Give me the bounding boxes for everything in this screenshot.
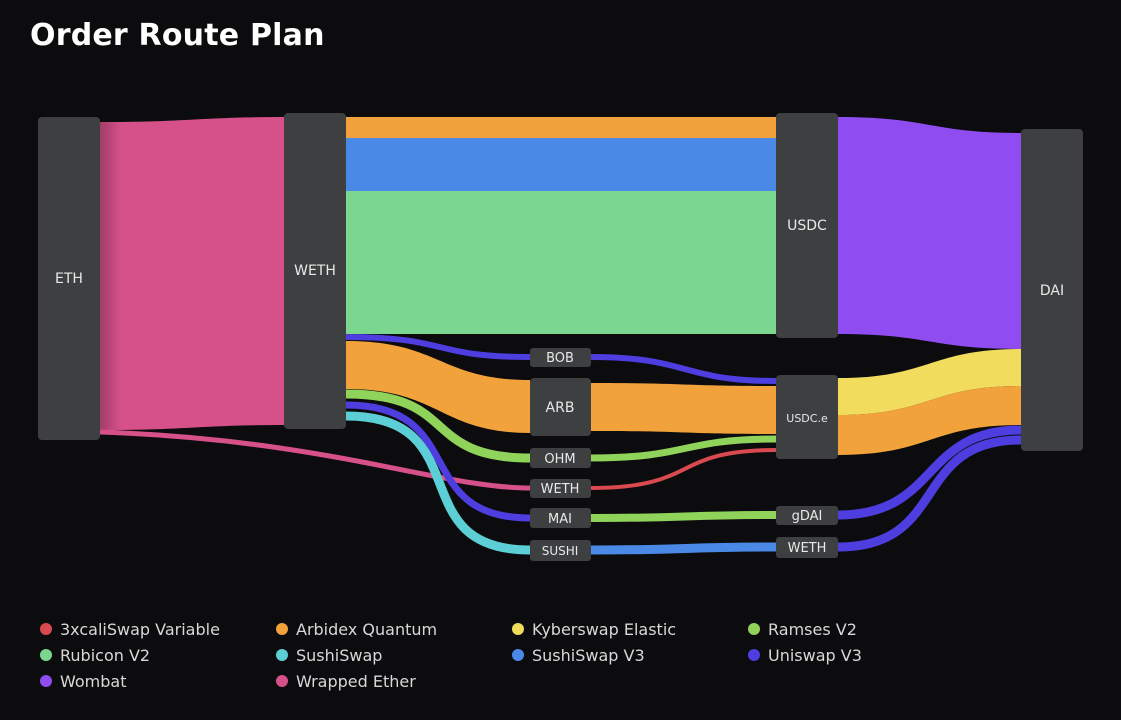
node-arb: ARB [530,378,591,436]
legend-dot-icon [748,649,760,661]
flow-weth-ohm [345,389,531,463]
node-gdai: gDAI [776,506,838,525]
legend-label: Uniswap V3 [768,645,862,665]
legend-dot-icon [40,675,52,687]
flow-wethmid-usdce [590,448,777,490]
legend: 3xcaliSwap Variable Arbidex Quantum Kybe… [40,618,1100,698]
node-usdce-label: USDC.e [786,412,828,425]
node-dai: DAI [1021,129,1083,451]
flow-ohm-usdce [590,435,777,462]
flow-mai-gdai [590,511,777,522]
node-mai-label: MAI [548,512,572,527]
legend-item: Ramses V2 [748,618,857,640]
flow-arb-usdce [591,383,776,434]
legend-dot-icon [748,623,760,635]
flow-bob-usdce [590,354,777,384]
node-ohm: OHM [530,448,591,468]
legend-label: Wrapped Ether [296,671,416,691]
node-weth-right: WETH [776,537,838,558]
legend-item: 3xcaliSwap Variable [40,618,220,640]
node-gdai-label: gDAI [792,509,823,524]
node-eth-label: ETH [55,271,83,287]
node-eth: ETH [38,117,100,440]
node-weth-mid: WETH [530,479,591,498]
legend-label: Arbidex Quantum [296,619,438,639]
legend-dot-icon [512,623,524,635]
flow-wethright-dai [837,435,1022,552]
flow-weth-sushi [345,411,531,555]
legend-label: Wombat [60,671,127,691]
flow-weth-bob [345,334,531,360]
node-sushi-label: SUSHI [542,544,579,558]
flow-usdce-dai-arbidex [838,386,1021,455]
legend-item: SushiSwap [276,644,382,666]
node-usdc: USDC [776,113,838,338]
page-title: Order Route Plan [30,18,325,53]
node-weth-mid-label: WETH [541,482,580,497]
legend-dot-icon [512,649,524,661]
legend-dot-icon [276,623,288,635]
node-mai: MAI [530,508,591,528]
flow-weth-usdc-sushiv3 [346,138,776,191]
node-dai-label: DAI [1040,283,1064,299]
legend-label: Rubicon V2 [60,645,151,665]
legend-label: Ramses V2 [768,619,857,639]
node-weth: WETH [284,113,346,429]
node-sushi: SUSHI [530,540,591,561]
legend-label: SushiSwap [296,645,383,665]
legend-dot-icon [276,675,288,687]
legend-dot-icon [40,649,52,661]
flow-weth-usdc-rubicon [346,191,776,334]
legend-dot-icon [276,649,288,661]
legend-label: 3xcaliSwap Variable [60,619,220,639]
node-usdce: USDC.e [776,375,838,459]
flow-weth-usdc-arbidex [346,117,776,138]
legend-label: Kyberswap Elastic [532,619,677,639]
flow-weth-mai [345,401,531,522]
legend-item: Uniswap V3 [748,644,862,666]
node-ohm-label: OHM [544,452,575,467]
node-bob-label: BOB [546,351,574,366]
legend-item: Arbidex Quantum [276,618,437,640]
node-usdc-label: USDC [787,218,827,234]
legend-dot-icon [40,623,52,635]
flow-weth-arb [346,341,530,433]
legend-item: Rubicon V2 [40,644,150,666]
flow-sushi-wethright [590,542,777,555]
legend-label: SushiSwap V3 [532,645,645,665]
node-bob: BOB [530,348,591,367]
flow-shade [100,122,170,430]
node-weth-right-label: WETH [788,541,827,556]
legend-item: Wombat [40,670,127,692]
flow-gdai-dai [837,425,1022,520]
legend-item: Wrapped Ether [276,670,416,692]
flow-usdce-dai-kyber [838,349,1021,415]
order-route-sankey: ETH WETH USDC DAI BOB ARB OHM WETH MAI S… [38,113,1083,561]
legend-item: SushiSwap V3 [512,644,645,666]
flow-eth-weth-mid [99,429,531,491]
node-weth-label: WETH [294,263,336,279]
legend-item: Kyberswap Elastic [512,618,676,640]
node-arb-label: ARB [546,400,575,416]
flow-usdc-dai [838,117,1021,349]
